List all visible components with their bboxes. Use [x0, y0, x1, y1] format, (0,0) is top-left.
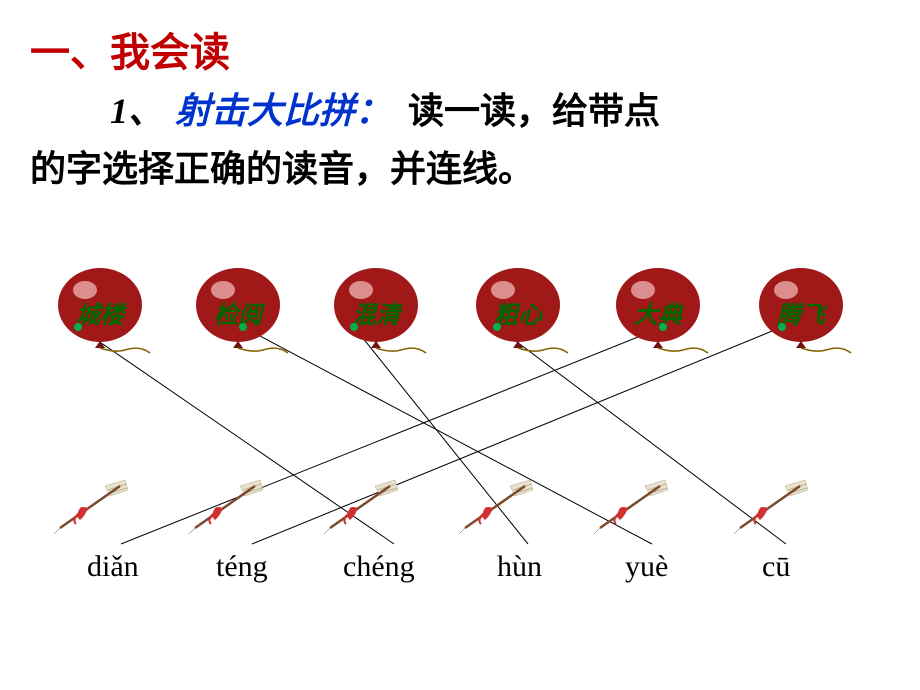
pinyin-5: cū	[762, 550, 790, 584]
arrow-icon-5	[730, 478, 810, 538]
balloon-label-3: 粗心	[473, 295, 563, 330]
subtitle-label: 射击大比拼：	[175, 82, 391, 134]
dot-5	[778, 323, 786, 331]
dot-3	[493, 323, 501, 331]
arrow-icon-1	[185, 478, 265, 538]
dot-4	[659, 323, 667, 331]
balloon-3: 粗心	[473, 265, 578, 360]
balloon-1: 检阅	[193, 265, 298, 360]
balloon-label-5: 腾飞	[756, 295, 846, 330]
instruction-line2: 的字选择正确的读音，并连线。	[30, 140, 534, 192]
pinyin-2: chéng	[343, 550, 415, 584]
balloon-2: 混清	[331, 265, 436, 360]
arrow-icon-2	[320, 478, 400, 538]
section-title: 一、我会读	[30, 20, 230, 78]
balloon-0: 城楼	[55, 265, 160, 360]
balloon-label-1: 检阅	[193, 295, 283, 330]
arrow-icon-4	[590, 478, 670, 538]
dot-1	[239, 323, 247, 331]
pinyin-3: hùn	[497, 550, 542, 584]
dot-2	[350, 323, 358, 331]
balloon-5: 腾飞	[756, 265, 861, 360]
balloon-label-4: 大典	[613, 295, 703, 330]
subtitle-number: 1、	[110, 82, 164, 134]
balloon-label-2: 混清	[331, 295, 421, 330]
pinyin-1: téng	[216, 550, 268, 584]
pinyin-0: diǎn	[87, 550, 139, 584]
dot-0	[74, 323, 82, 331]
pinyin-4: yuè	[625, 550, 668, 584]
instruction-line1: 读一读，给带点	[408, 82, 660, 134]
balloon-label-0: 城楼	[55, 295, 145, 330]
arrow-icon-0	[50, 478, 130, 538]
arrow-icon-3	[455, 478, 535, 538]
balloon-4: 大典	[613, 265, 718, 360]
